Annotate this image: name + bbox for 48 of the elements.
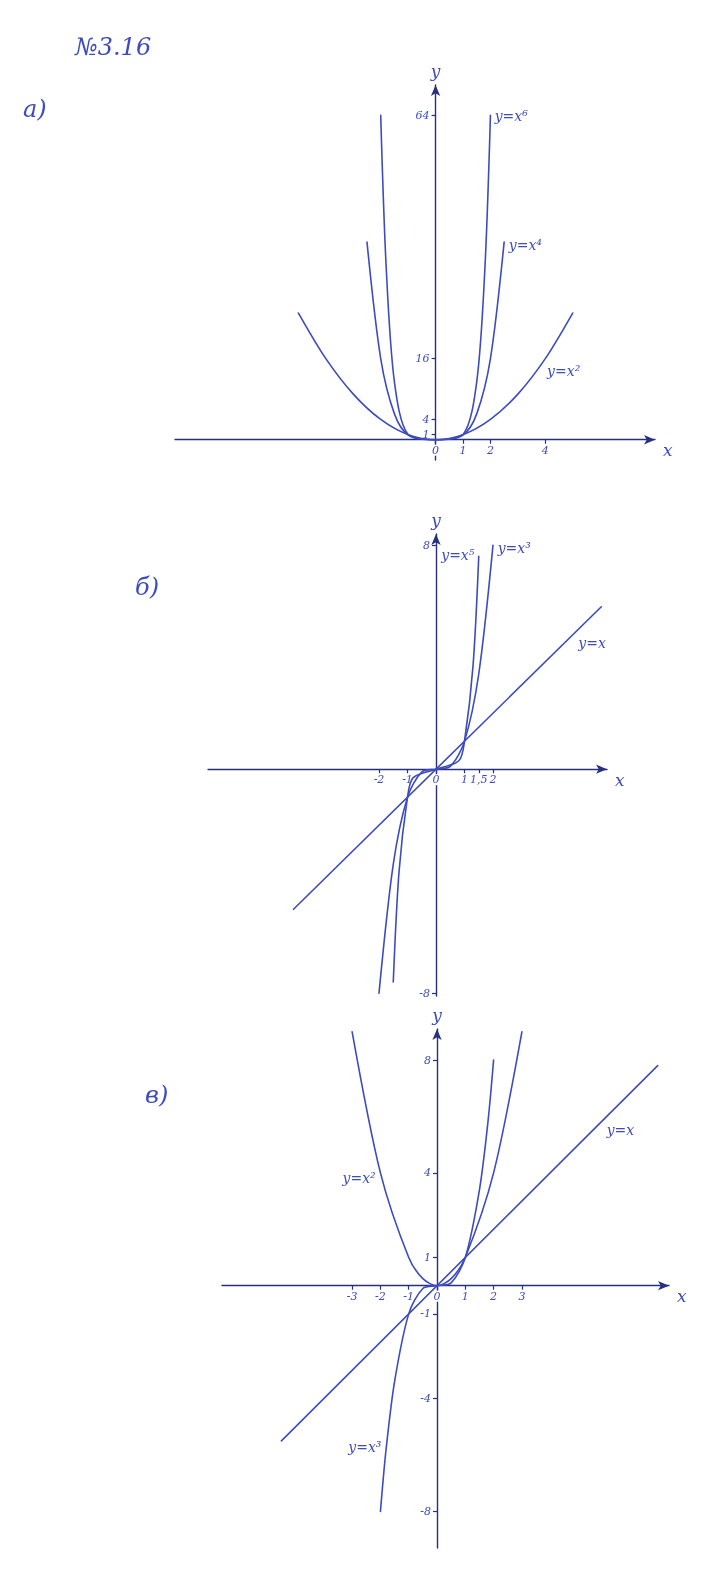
text: б) <box>135 573 160 601</box>
y-tick-label: 16 <box>415 352 430 366</box>
annotation: y=x² <box>341 1170 377 1187</box>
annotation: y=x <box>605 1122 635 1139</box>
y-tick-label: 8 <box>423 538 430 552</box>
x-tick-label: 2 <box>488 773 497 787</box>
y-tick-label: 1 <box>422 428 430 442</box>
y-axis-title: y <box>430 509 442 530</box>
y-tick-label: 4 <box>421 412 430 426</box>
x-axis-title: x <box>615 769 625 790</box>
y-tick-label: -4 <box>420 1392 432 1406</box>
chart-subtitle: а) <box>23 95 47 123</box>
x-tick-label: 0 <box>432 773 440 787</box>
y-tick-label: 4 <box>423 1166 432 1180</box>
y-axis-title: y <box>429 60 441 81</box>
x-axis-title: x <box>663 440 673 461</box>
x-tick-label: 2 <box>485 443 494 457</box>
x-tick-label: 1,5 <box>470 773 488 787</box>
x-tick-label: -2 <box>373 773 385 787</box>
x-tick-label: 3 <box>518 1289 526 1303</box>
x-tick-label: 1 <box>459 443 467 457</box>
y-tick-label: -8 <box>419 986 430 1000</box>
x-tick-label: 1 <box>461 1289 469 1303</box>
chart-title: №3.16 <box>74 33 152 61</box>
x-tick-label: -1 <box>403 1289 415 1303</box>
annotation: y=x³ <box>347 1438 382 1455</box>
y-tick-label: -1 <box>420 1307 432 1321</box>
x-tick-label: 1 <box>461 773 468 787</box>
x-axis-title: x <box>677 1286 687 1307</box>
annotation: y=x <box>577 635 606 652</box>
y-tick-label: 64 <box>415 108 430 122</box>
annotation: y=x³ <box>496 539 532 556</box>
y-tick-label: 8 <box>424 1053 432 1067</box>
x-tick-label: -2 <box>375 1289 386 1303</box>
y-tick-label: 1 <box>424 1250 432 1264</box>
y-axis-title: y <box>431 1004 443 1025</box>
x-tick-label: 0 <box>433 1289 441 1303</box>
annotation: y=x⁶ <box>493 108 529 125</box>
annotation: y=x⁵ <box>440 547 475 564</box>
x-tick-label: -3 <box>346 1289 358 1303</box>
annotation: y=x² <box>546 363 581 380</box>
x-tick-label: 0 <box>432 443 440 457</box>
text: в) <box>145 1081 169 1109</box>
annotation: y=x⁴ <box>507 236 543 253</box>
x-tick-label: 4 <box>540 443 549 457</box>
y-tick-label: -8 <box>420 1504 432 1518</box>
x-tick-label: -1 <box>402 773 413 787</box>
x-tick-label: 2 <box>489 1289 498 1303</box>
